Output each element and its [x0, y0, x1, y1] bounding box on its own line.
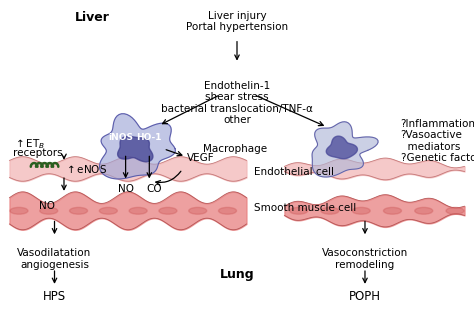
Ellipse shape	[219, 207, 237, 214]
Ellipse shape	[10, 207, 28, 214]
Text: VEGF: VEGF	[187, 153, 215, 163]
Ellipse shape	[446, 207, 464, 214]
Ellipse shape	[352, 207, 370, 214]
Ellipse shape	[100, 207, 118, 214]
Text: Smooth muscle cell: Smooth muscle cell	[254, 203, 356, 213]
Text: Liver injury
Portal hypertension: Liver injury Portal hypertension	[186, 11, 288, 33]
Text: ?Inflammation
?Vasoactive
  mediators
?Genetic factors: ?Inflammation ?Vasoactive mediators ?Gen…	[401, 119, 474, 163]
Text: iNOS: iNOS	[109, 133, 133, 143]
Ellipse shape	[415, 207, 433, 214]
Text: NO: NO	[118, 184, 134, 194]
Ellipse shape	[129, 207, 147, 214]
Ellipse shape	[40, 207, 58, 214]
Text: Macrophage: Macrophage	[202, 144, 267, 154]
Polygon shape	[312, 122, 378, 177]
Ellipse shape	[383, 207, 401, 214]
Ellipse shape	[159, 207, 177, 214]
Text: NO: NO	[39, 201, 55, 211]
Text: Lung: Lung	[219, 268, 255, 281]
Ellipse shape	[290, 207, 308, 214]
Text: HPS: HPS	[43, 290, 66, 303]
Polygon shape	[326, 136, 357, 159]
Text: Vasodilatation
angiogenesis: Vasodilatation angiogenesis	[18, 248, 91, 270]
Ellipse shape	[70, 207, 88, 214]
Text: receptors: receptors	[13, 148, 63, 158]
Text: $\uparrow$eNOS: $\uparrow$eNOS	[64, 163, 107, 175]
Text: CO: CO	[146, 184, 162, 194]
Text: Endothelin-1
shear stress
bacterial translocation/TNF-α
other: Endothelin-1 shear stress bacterial tran…	[161, 81, 313, 126]
Text: HO-1: HO-1	[137, 133, 162, 143]
Text: Vasoconstriction
remodeling: Vasoconstriction remodeling	[322, 248, 408, 270]
Polygon shape	[100, 114, 175, 179]
Text: POPH: POPH	[349, 290, 381, 303]
Ellipse shape	[189, 207, 207, 214]
Text: Liver: Liver	[75, 11, 110, 24]
Text: $\uparrow$ET$_B$: $\uparrow$ET$_B$	[13, 137, 46, 151]
Text: Endothelial cell: Endothelial cell	[254, 167, 334, 177]
Polygon shape	[118, 136, 153, 162]
Ellipse shape	[321, 207, 339, 214]
